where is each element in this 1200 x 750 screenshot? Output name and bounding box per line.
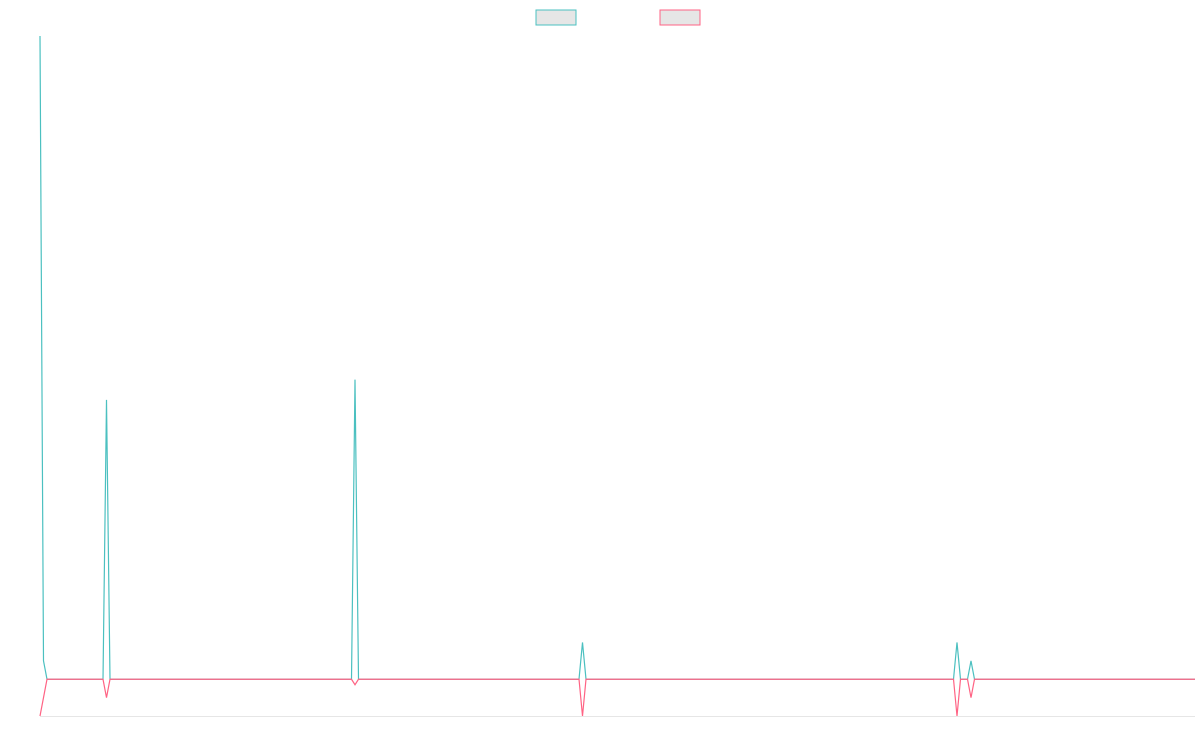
legend-swatch xyxy=(659,9,701,26)
line-series xyxy=(39,35,1195,680)
legend-swatch xyxy=(535,9,577,26)
line-series xyxy=(39,678,1195,717)
